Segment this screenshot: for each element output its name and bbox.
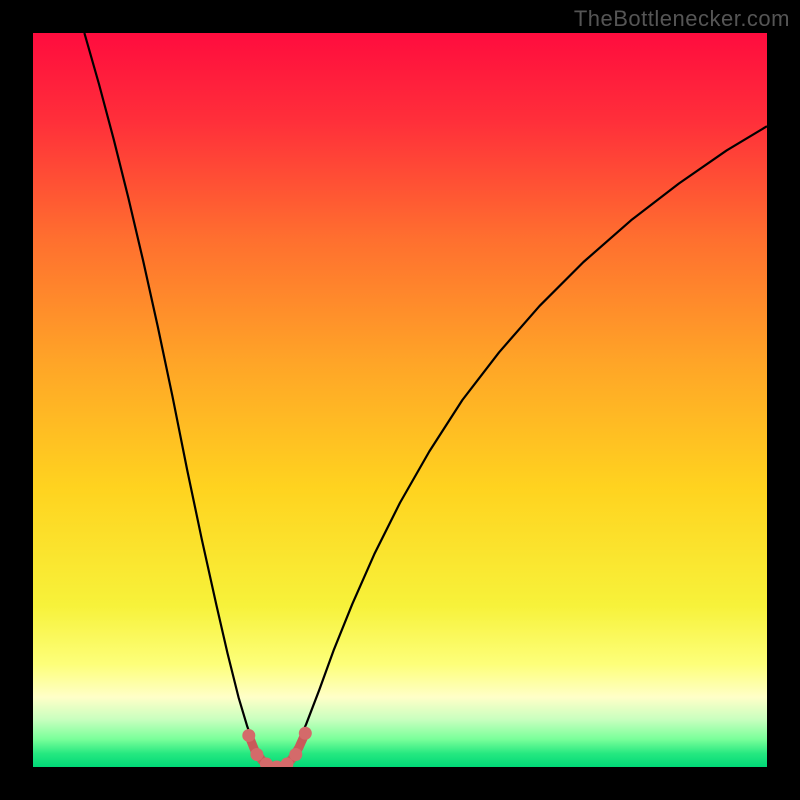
plot-background bbox=[33, 33, 767, 767]
watermark-label: TheBottlenecker.com bbox=[574, 6, 790, 32]
bottleneck-chart bbox=[0, 0, 800, 800]
marker-dot bbox=[242, 729, 255, 742]
marker-dot bbox=[250, 748, 263, 761]
marker-dot bbox=[299, 727, 312, 740]
marker-dot bbox=[289, 748, 302, 761]
chart-container: TheBottlenecker.com bbox=[0, 0, 800, 800]
